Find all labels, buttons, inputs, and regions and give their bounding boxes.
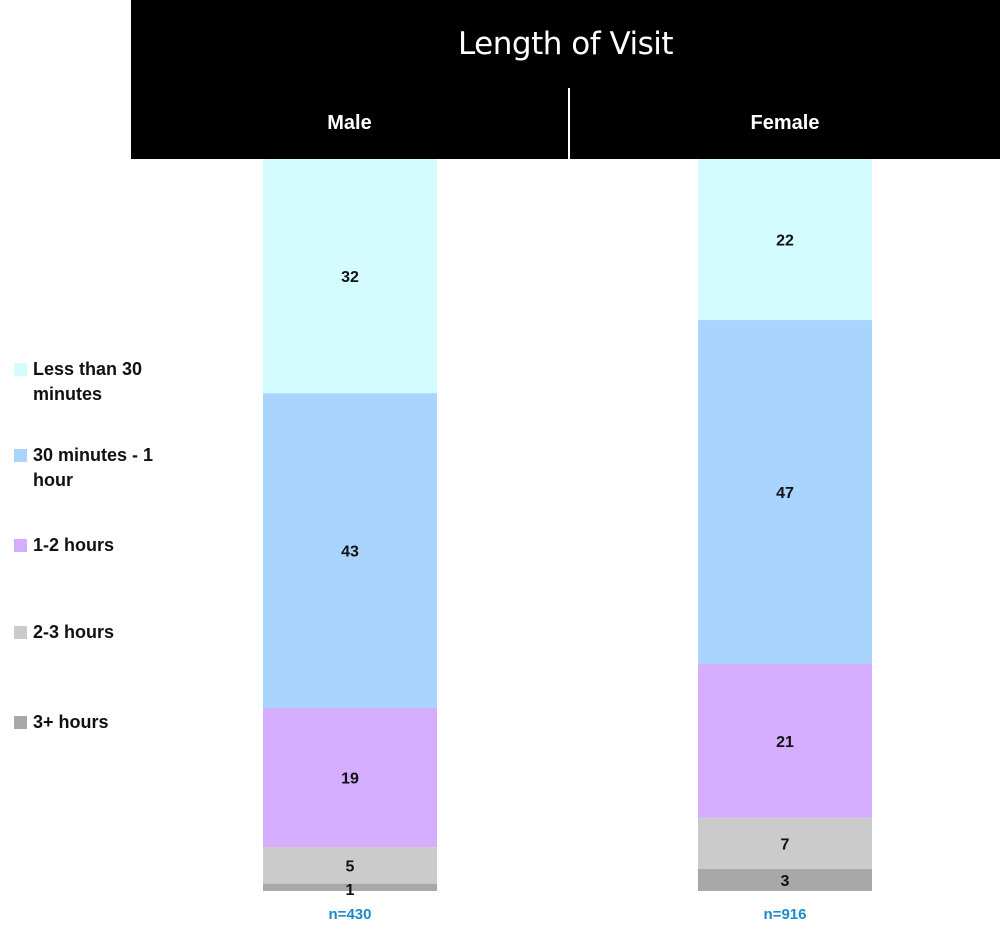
sample-size-female: n=916 <box>764 906 807 923</box>
data-label-female-3-hours: 3 <box>781 873 790 890</box>
sample-size-male: n=430 <box>329 906 372 923</box>
legend-swatch <box>14 539 27 552</box>
legend-item-1-2-hours: 1-2 hours <box>14 533 214 558</box>
data-label-female-1-2-hours: 21 <box>776 734 794 751</box>
legend-label: 1-2 hours <box>33 535 115 555</box>
bar-segment-female-less-than-30-minutes <box>698 159 872 321</box>
legend-swatch <box>14 449 27 462</box>
bar-segment-female-3-hours <box>698 869 872 891</box>
bar-segment-male-less-than-30-minutes <box>263 159 437 394</box>
column-header-row: Male Female <box>131 88 1000 159</box>
data-label-male-30-minutes-1-hour: 43 <box>341 544 359 561</box>
data-label-male-3-hours: 1 <box>346 882 355 899</box>
legend-label: 2-3 hours <box>33 622 115 642</box>
data-label-male-1-2-hours: 19 <box>341 771 359 788</box>
bar-segment-male-2-3-hours <box>263 847 437 884</box>
chart-title: Length of Visit <box>131 0 1000 88</box>
data-label-male-less-than-30-minutes: 32 <box>341 269 359 286</box>
legend-item-30-min-1-hour: 30 minutes - 1 hour <box>14 443 214 493</box>
legend-swatch <box>14 716 27 729</box>
bar-segment-male-1-2-hours <box>263 708 437 848</box>
bar-segment-female-1-2-hours <box>698 664 872 818</box>
legend-label: 3+ hours <box>33 712 109 732</box>
legend-label: 30 minutes - 1 hour <box>33 445 154 490</box>
data-label-female-2-3-hours: 7 <box>781 836 790 853</box>
data-label-female-30-minutes-1-hour: 47 <box>776 485 794 502</box>
column-header-male: Male <box>131 88 570 159</box>
legend-label: Less than 30 minutes <box>33 359 143 404</box>
data-label-male-2-3-hours: 5 <box>346 858 355 875</box>
data-label-female-less-than-30-minutes: 22 <box>776 233 794 250</box>
bar-segment-female-30-minutes-1-hour <box>698 320 872 665</box>
bar-segment-female-2-3-hours <box>698 817 872 870</box>
legend-item-less-than-30: Less than 30 minutes <box>14 357 214 407</box>
column-header-female: Female <box>750 112 820 134</box>
legend-item-2-3-hours: 2-3 hours <box>14 620 214 645</box>
legend-swatch <box>14 363 27 376</box>
legend-item-3-plus-hours: 3+ hours <box>14 710 214 735</box>
bar-segment-male-30-minutes-1-hour <box>263 393 437 708</box>
legend-swatch <box>14 626 27 639</box>
bar-segment-male-3-hours <box>263 883 437 891</box>
